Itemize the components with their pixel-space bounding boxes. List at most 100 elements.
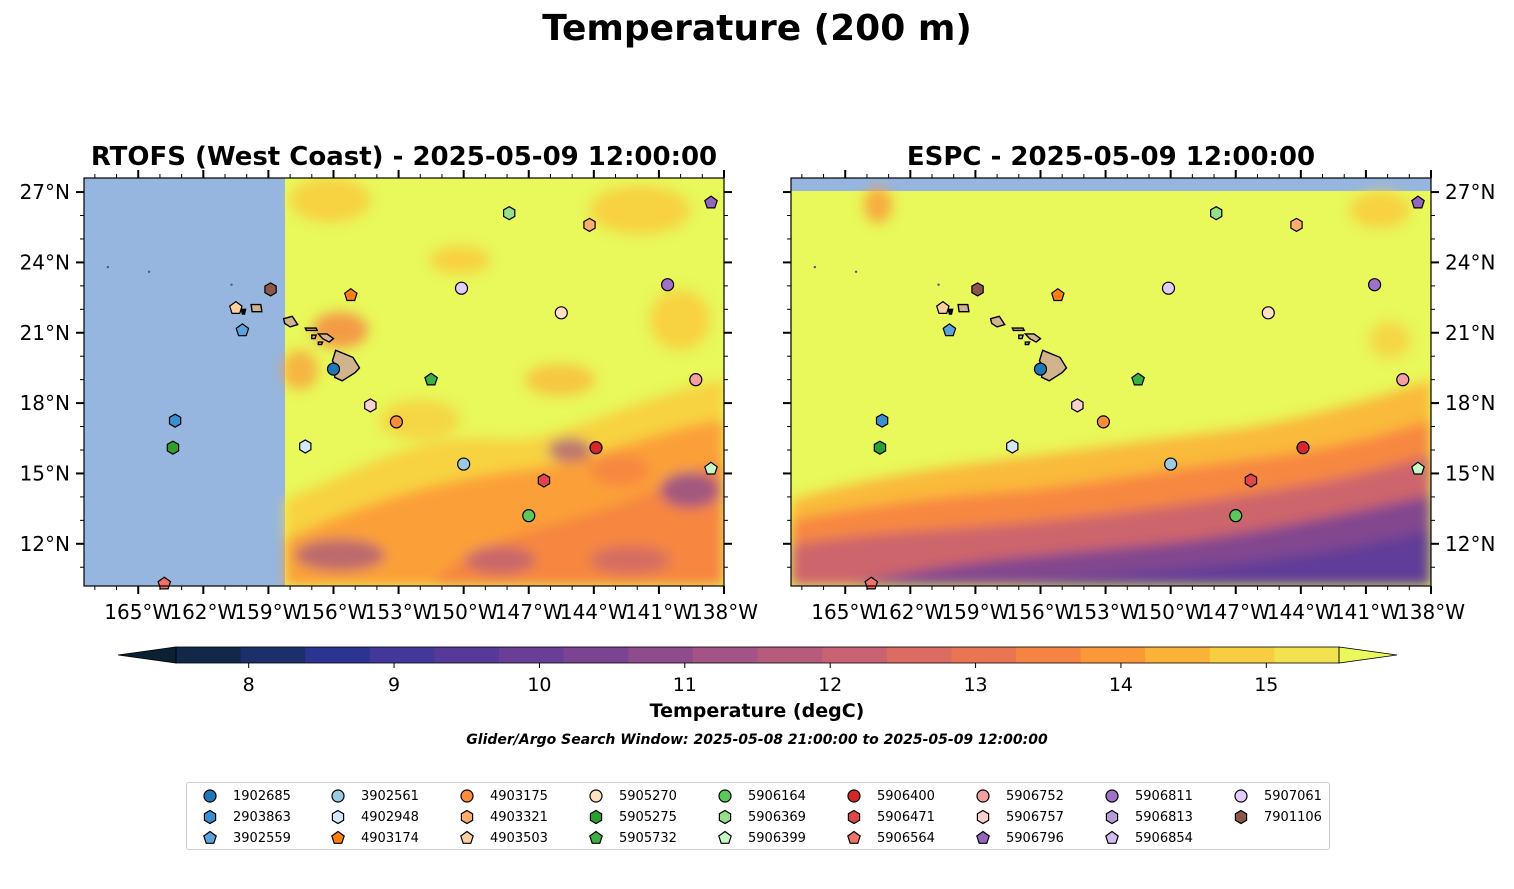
lon-tick-label: 150°W bbox=[1137, 600, 1205, 624]
float-marker-4903503[interactable] bbox=[935, 300, 950, 314]
float-marker-2903863[interactable] bbox=[875, 413, 889, 428]
colorbar: 8 9 10 11 12 13 14 15 bbox=[117, 646, 1398, 696]
lat-tick-label: 21°N bbox=[1445, 321, 1495, 345]
legend-marker-pentagon bbox=[589, 830, 603, 844]
float-marker-3902561[interactable] bbox=[1164, 457, 1178, 471]
oahu-island bbox=[989, 315, 1006, 328]
float-marker-5906757[interactable] bbox=[1071, 398, 1084, 413]
legend-item-4903174: 4903174 bbox=[327, 828, 419, 848]
float-marker-5906399[interactable] bbox=[704, 461, 718, 475]
float-marker-4903175[interactable] bbox=[1096, 415, 1111, 429]
float-marker-5905270[interactable] bbox=[1261, 306, 1275, 320]
kauai-island bbox=[957, 303, 970, 313]
float-marker-5905275[interactable] bbox=[166, 440, 180, 455]
maui-island bbox=[1023, 333, 1042, 343]
legend-marker-circle bbox=[976, 789, 990, 803]
float-marker-7901106[interactable] bbox=[971, 282, 984, 297]
legend-marker-pentagon bbox=[203, 830, 217, 844]
float-marker-5906400[interactable] bbox=[589, 441, 603, 455]
float-marker-5907061[interactable] bbox=[1161, 281, 1176, 295]
float-marker-3902559[interactable] bbox=[942, 323, 957, 337]
legend-label: 5906813 bbox=[1135, 809, 1193, 825]
map-panel-rtofs bbox=[84, 178, 724, 586]
float-marker-5906811[interactable] bbox=[1367, 278, 1382, 292]
float-marker-1902685[interactable] bbox=[1033, 362, 1048, 376]
float-marker-2903863[interactable] bbox=[168, 413, 182, 428]
legend-item-1902685: 1902685 bbox=[199, 786, 291, 806]
islet-1 bbox=[106, 265, 110, 269]
frame-rtofs bbox=[83, 177, 725, 587]
float-marker-4903174[interactable] bbox=[343, 287, 358, 302]
legend-marker-hexagon bbox=[460, 809, 474, 825]
float-marker-5906757[interactable] bbox=[364, 398, 377, 413]
float-marker-4903503[interactable] bbox=[228, 300, 243, 314]
legend-marker-pentagon bbox=[1105, 830, 1119, 844]
colorbar-segment bbox=[628, 647, 694, 663]
float-marker-5905732[interactable] bbox=[424, 372, 439, 386]
legend-marker-hexagon bbox=[589, 809, 603, 825]
lon-tick-label: 162°W bbox=[169, 600, 237, 624]
float-marker-4903321[interactable] bbox=[1290, 217, 1303, 233]
float-marker-5906369[interactable] bbox=[503, 206, 516, 221]
legend-marker-pentagon bbox=[847, 830, 861, 844]
temperature-field-rtofs bbox=[282, 178, 724, 586]
lat-tick-label: 15°N bbox=[1445, 461, 1495, 485]
float-marker-3902559[interactable] bbox=[235, 323, 250, 337]
colorbar-tick-label: 15 bbox=[1254, 674, 1278, 696]
colorbar-segment bbox=[563, 647, 629, 663]
islet-1 bbox=[813, 265, 817, 269]
lat-tick-label: 24°N bbox=[20, 250, 70, 274]
float-marker-5906796[interactable] bbox=[704, 195, 718, 209]
legend-label: 2903863 bbox=[233, 809, 291, 825]
map-figure: 165°W162°W159°W156°W153°W150°W147°W144°W… bbox=[20, 170, 1495, 696]
float-marker-5906752[interactable] bbox=[1396, 373, 1410, 387]
float-marker-5906471[interactable] bbox=[1244, 473, 1258, 488]
float-marker-5906752[interactable] bbox=[689, 373, 703, 387]
legend-label: 4903174 bbox=[361, 830, 419, 846]
float-legend: 1902685 2903863 3902559 3902561 4902948 49031… bbox=[186, 782, 1330, 850]
float-marker-4903321[interactable] bbox=[583, 217, 596, 233]
legend-label: 5906796 bbox=[1006, 830, 1064, 846]
legend-item-5906854: 5906854 bbox=[1101, 828, 1193, 848]
big-island-hawaii bbox=[331, 349, 361, 382]
float-marker-4902948[interactable] bbox=[299, 439, 312, 454]
float-marker-1902685[interactable] bbox=[326, 362, 341, 376]
float-marker-3902561[interactable] bbox=[457, 457, 471, 471]
float-marker-7901106[interactable] bbox=[264, 282, 277, 297]
legend-marker-pentagon bbox=[976, 830, 990, 844]
legend-item-2903863: 2903863 bbox=[199, 807, 291, 827]
float-markers-espc bbox=[864, 195, 1425, 590]
legend-label: 5906752 bbox=[1006, 788, 1064, 804]
float-marker-5906164[interactable] bbox=[1229, 509, 1243, 523]
float-marker-4903175[interactable] bbox=[389, 415, 404, 429]
colorbar-extend-min bbox=[117, 646, 177, 664]
legend-marker-hexagon bbox=[1234, 809, 1248, 825]
legend-item-5906813: 5906813 bbox=[1101, 807, 1193, 827]
float-marker-4902948[interactable] bbox=[1006, 439, 1019, 454]
lat-tick-label: 15°N bbox=[20, 461, 70, 485]
float-marker-5906164[interactable] bbox=[522, 509, 536, 523]
float-marker-4903174[interactable] bbox=[1050, 287, 1065, 302]
lon-tick-label: 165°W bbox=[811, 600, 879, 624]
legend-item-5906399: 5906399 bbox=[714, 828, 806, 848]
islet-3 bbox=[937, 283, 940, 286]
float-marker-5906471[interactable] bbox=[537, 473, 551, 488]
float-marker-5907061[interactable] bbox=[454, 281, 469, 295]
legend-label: 5906811 bbox=[1135, 788, 1193, 804]
float-marker-5906369[interactable] bbox=[1209, 206, 1223, 221]
lat-tick-label: 18°N bbox=[1445, 391, 1495, 415]
float-marker-5906796[interactable] bbox=[1411, 195, 1425, 209]
kahoolawe-island bbox=[1024, 341, 1031, 346]
float-marker-5905270[interactable] bbox=[554, 306, 568, 320]
lon-tick-label: 144°W bbox=[560, 600, 628, 624]
colorbar-segment bbox=[886, 647, 952, 663]
legend-label: 4902948 bbox=[361, 809, 419, 825]
float-marker-5906399[interactable] bbox=[1411, 461, 1425, 475]
float-marker-5906400[interactable] bbox=[1296, 441, 1310, 455]
legend-item-5905732: 5905732 bbox=[585, 828, 677, 848]
legend-marker-circle bbox=[1234, 789, 1248, 803]
float-marker-5905275[interactable] bbox=[873, 440, 887, 455]
niihau-island bbox=[240, 308, 247, 315]
float-marker-5906811[interactable] bbox=[660, 278, 675, 292]
float-marker-5905732[interactable] bbox=[1131, 372, 1146, 386]
